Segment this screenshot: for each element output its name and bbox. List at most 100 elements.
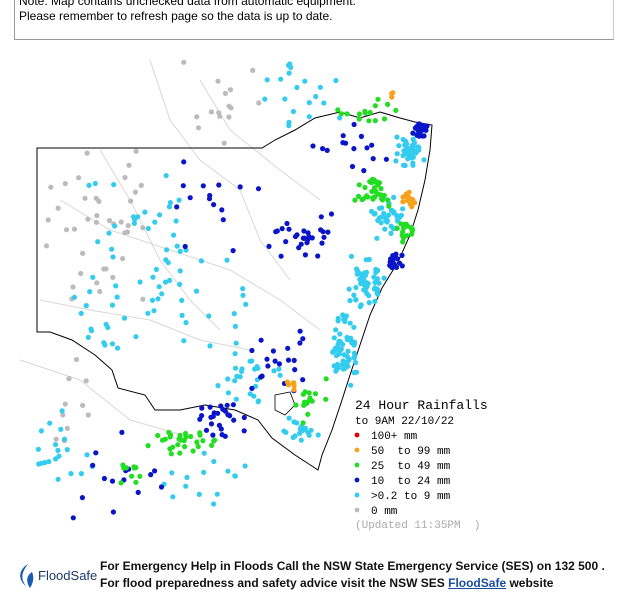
station-dot <box>262 96 268 102</box>
station-dot <box>294 84 300 91</box>
station-dot <box>167 446 173 452</box>
station-dot <box>417 125 423 131</box>
station-dot <box>207 343 213 349</box>
station-dot <box>285 357 292 363</box>
station-dot <box>60 412 66 418</box>
station-dot <box>46 459 52 465</box>
station-dot <box>80 250 86 256</box>
station-dot <box>59 408 65 414</box>
station-dot <box>156 284 162 290</box>
station-dot <box>323 396 329 402</box>
station-dot <box>324 147 330 153</box>
station-dot <box>197 430 203 436</box>
station-dot <box>358 133 364 139</box>
station-dot <box>376 215 383 221</box>
station-dot <box>399 263 405 269</box>
station-dot <box>300 420 306 426</box>
station-dot <box>61 436 68 442</box>
station-dot <box>170 494 176 500</box>
legend-label: 0 mm <box>371 506 398 518</box>
station-dot <box>306 390 312 396</box>
station-dot <box>211 458 217 465</box>
station-dot <box>337 115 343 121</box>
station-dot <box>145 225 151 232</box>
station-dot <box>383 156 389 162</box>
station-dot <box>291 380 297 386</box>
station-dot <box>270 348 276 354</box>
station-dot <box>264 356 270 362</box>
station-dot <box>249 358 255 364</box>
legend: 24 Hour Rainfalls to 9AM 22/10/22 100+ mm 5… <box>354 398 488 532</box>
station-dot <box>118 480 124 486</box>
station-dot <box>132 189 138 195</box>
station-dot <box>277 372 283 378</box>
station-dot <box>183 483 189 489</box>
river <box>199 79 321 201</box>
station-dot <box>231 417 237 423</box>
station-dot <box>174 243 180 249</box>
station-dot <box>250 67 256 73</box>
station-dot <box>300 377 306 383</box>
station-dot <box>36 461 42 467</box>
station-dot <box>190 448 196 454</box>
station-dot <box>256 100 262 106</box>
station-dot <box>297 328 303 334</box>
station-dot <box>371 177 377 183</box>
station-dot <box>237 374 243 380</box>
station-dot <box>175 442 181 448</box>
station-dot <box>62 401 68 407</box>
station-dot <box>225 390 231 396</box>
station-dot <box>375 191 382 197</box>
station-dot <box>389 94 395 100</box>
station-dot <box>178 437 184 443</box>
station-dot <box>183 320 189 326</box>
station-dot <box>177 248 183 254</box>
station-dot <box>179 312 185 318</box>
station-dot <box>338 346 344 352</box>
station-dot <box>206 313 212 319</box>
station-dot <box>342 318 348 325</box>
station-dot <box>233 396 239 402</box>
station-dot <box>298 437 304 443</box>
station-dot <box>168 451 174 457</box>
station-dot <box>405 223 411 229</box>
station-dot <box>201 450 207 456</box>
station-dot <box>361 168 367 174</box>
station-dot <box>315 253 321 259</box>
station-dot <box>167 432 174 438</box>
station-dot <box>330 349 336 355</box>
station-dot <box>357 270 363 277</box>
station-dot <box>222 90 228 96</box>
station-dot <box>103 266 109 272</box>
station-dot <box>211 202 217 208</box>
station-dot <box>306 100 312 106</box>
station-dot <box>363 271 369 277</box>
station-dot <box>272 358 278 364</box>
station-dot <box>304 240 310 246</box>
station-dot <box>177 281 183 287</box>
station-dot <box>356 182 362 188</box>
station-dot <box>243 301 249 307</box>
station-dot <box>351 146 357 152</box>
floodsafe-logo: FloodSafe <box>14 562 97 592</box>
station-dot <box>193 288 200 294</box>
station-dot <box>265 363 271 369</box>
station-dot <box>221 140 227 146</box>
station-dot <box>400 162 407 168</box>
station-dot <box>177 268 183 274</box>
floodsafe-link[interactable]: FloodSafe <box>448 576 507 590</box>
station-dot <box>55 205 61 211</box>
station-dot <box>298 241 304 247</box>
station-dot <box>230 248 236 254</box>
station-dot <box>152 468 158 474</box>
station-dot <box>279 226 285 232</box>
station-dot <box>318 227 324 233</box>
station-dot <box>45 217 51 223</box>
station-dot <box>346 286 352 292</box>
station-dot <box>169 470 175 476</box>
station-dot <box>283 429 289 435</box>
station-dot <box>297 426 303 432</box>
station-dot <box>286 226 292 232</box>
station-dot <box>333 77 339 84</box>
station-dot <box>300 336 306 342</box>
